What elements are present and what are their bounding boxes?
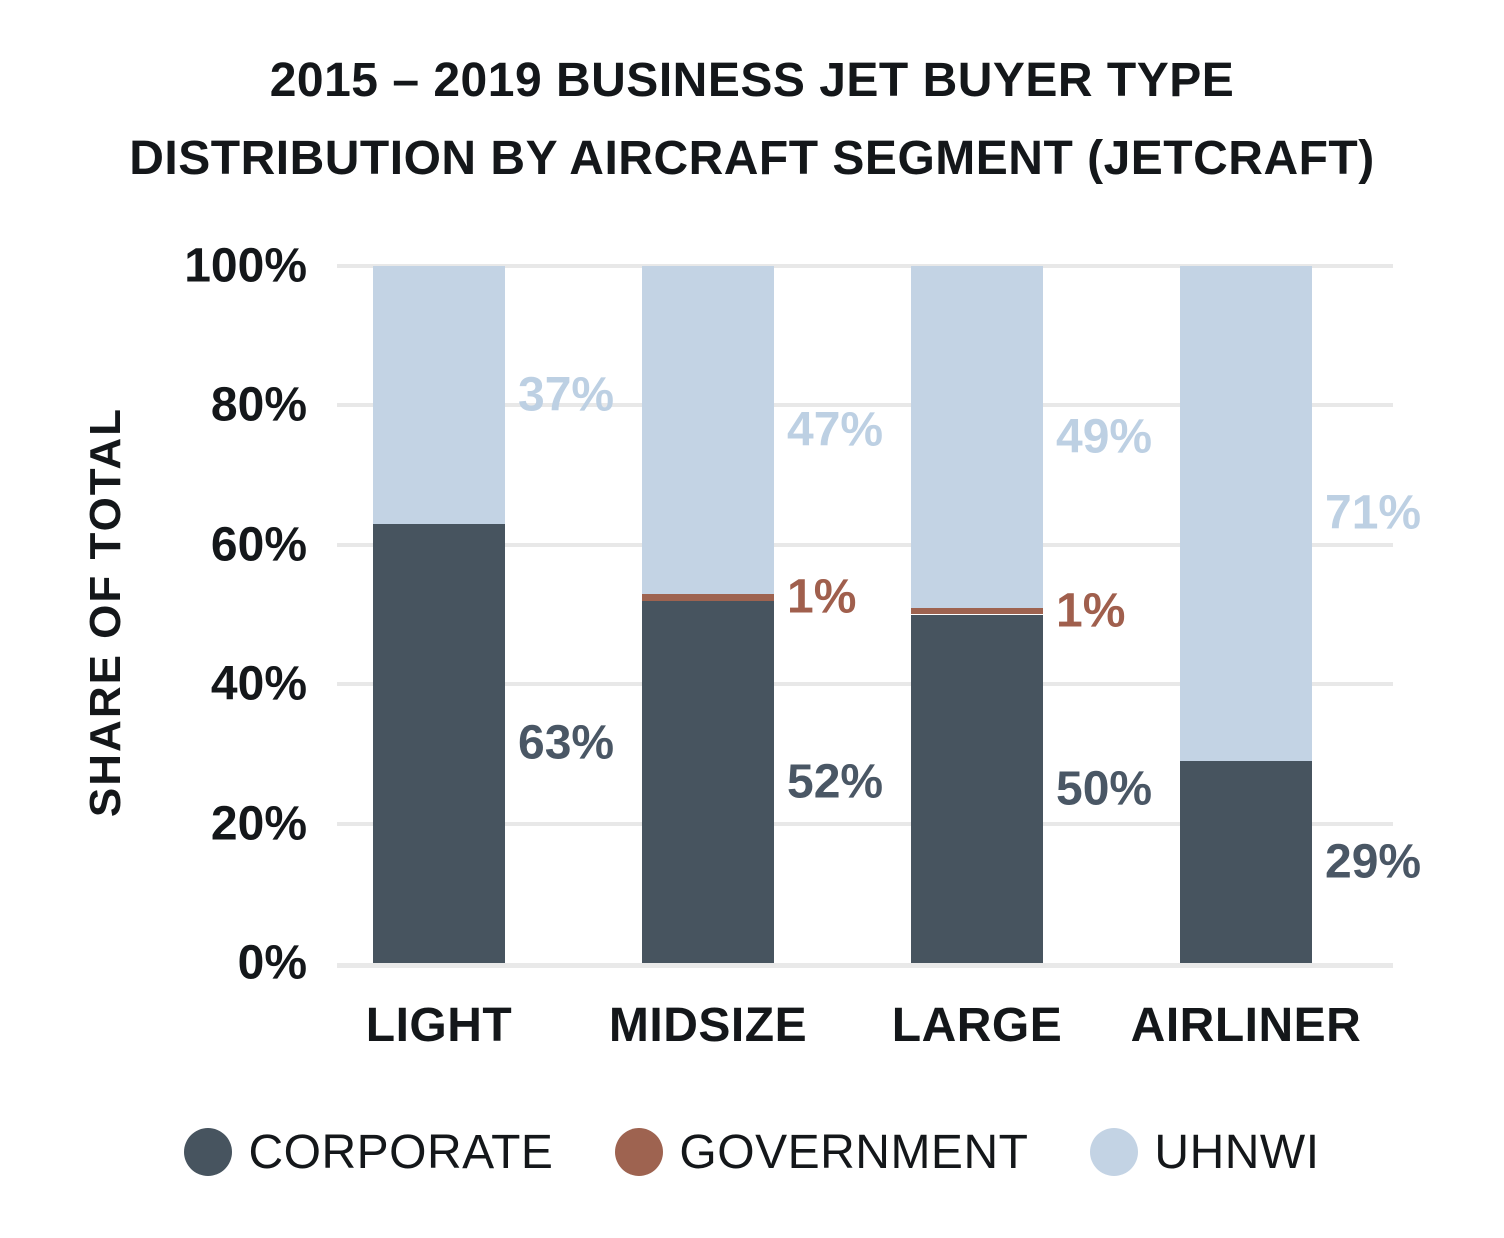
y-tick-label-100: 100%: [184, 239, 307, 293]
gridline-80: [337, 403, 1393, 408]
chart-title-line-1: 2015 – 2019 BUSINESS JET BUYER TYPE: [269, 54, 1235, 107]
value-label-uhnwi-midsize: 47%: [787, 403, 884, 457]
gridline-100: [337, 264, 1393, 268]
bar-segment-government-large: [911, 607, 1043, 615]
bar-segment-uhnwi-large: [911, 266, 1043, 608]
gridline-40: [337, 682, 1393, 687]
x-category-label-airliner: AIRLINER: [1130, 999, 1362, 1052]
y-tick-label-0: 0%: [237, 936, 307, 990]
y-tick-label-60: 60%: [210, 518, 307, 572]
bar-segment-government-midsize: [642, 593, 774, 601]
bar-segment-corporate-large: [911, 614, 1043, 963]
legend-label-government: GOVERNMENT: [679, 1125, 1029, 1179]
value-label-corporate-light: 63%: [518, 716, 615, 770]
legend-item-government: GOVERNMENT: [615, 1125, 1028, 1180]
bar-segment-uhnwi-midsize: [642, 266, 774, 594]
legend-item-corporate: CORPORATE: [184, 1125, 553, 1180]
legend-marker-corporate-icon: [184, 1128, 233, 1176]
y-tick-label-40: 40%: [210, 657, 307, 711]
legend-label-uhnwi: UHNWI: [1154, 1125, 1320, 1179]
value-label-corporate-airliner: 29%: [1325, 835, 1422, 889]
legend-marker-uhnwi-icon: [1090, 1128, 1139, 1176]
value-label-corporate-large: 50%: [1056, 762, 1153, 816]
y-axis-title: SHARE OF TOTAL: [81, 406, 130, 818]
x-category-label-light: LIGHT: [365, 999, 513, 1052]
y-tick-label-80: 80%: [210, 378, 307, 432]
value-label-corporate-midsize: 52%: [787, 755, 884, 809]
y-tick-label-20: 20%: [210, 797, 307, 851]
value-label-uhnwi-airliner: 71%: [1325, 486, 1422, 540]
plot-area: 63% 37% 52% 1% 47% 50% 1% 49% 29% 71%: [337, 264, 1421, 968]
x-category-label-large: LARGE: [891, 999, 1063, 1052]
bar-segment-corporate-light: [373, 523, 505, 963]
legend-marker-government-icon: [615, 1128, 664, 1176]
legend-item-uhnwi: UHNWI: [1090, 1125, 1319, 1180]
value-label-uhnwi-large: 49%: [1056, 410, 1153, 464]
chart-title-line-2: DISTRIBUTION BY AIRCRAFT SEGMENT (JETCRA…: [129, 132, 1375, 185]
bar-segment-uhnwi-light: [373, 266, 505, 524]
bar-segment-corporate-airliner: [1180, 760, 1312, 963]
value-label-uhnwi-light: 37%: [518, 368, 615, 422]
x-axis-line: [337, 963, 1393, 968]
gridline-20: [337, 821, 1393, 826]
value-label-government-midsize: 1%: [787, 570, 857, 624]
bar-segment-uhnwi-airliner: [1180, 266, 1312, 761]
legend-label-corporate: CORPORATE: [248, 1125, 554, 1179]
bar-segment-corporate-midsize: [642, 600, 774, 963]
legend: CORPORATE GOVERNMENT UHNWI: [0, 1104, 1504, 1200]
x-category-label-midsize: MIDSIZE: [608, 999, 808, 1052]
chart-title: 2015 – 2019 BUSINESS JET BUYER TYPE DIST…: [0, 42, 1504, 198]
value-label-government-large: 1%: [1056, 584, 1126, 638]
gridline-60: [337, 542, 1393, 547]
